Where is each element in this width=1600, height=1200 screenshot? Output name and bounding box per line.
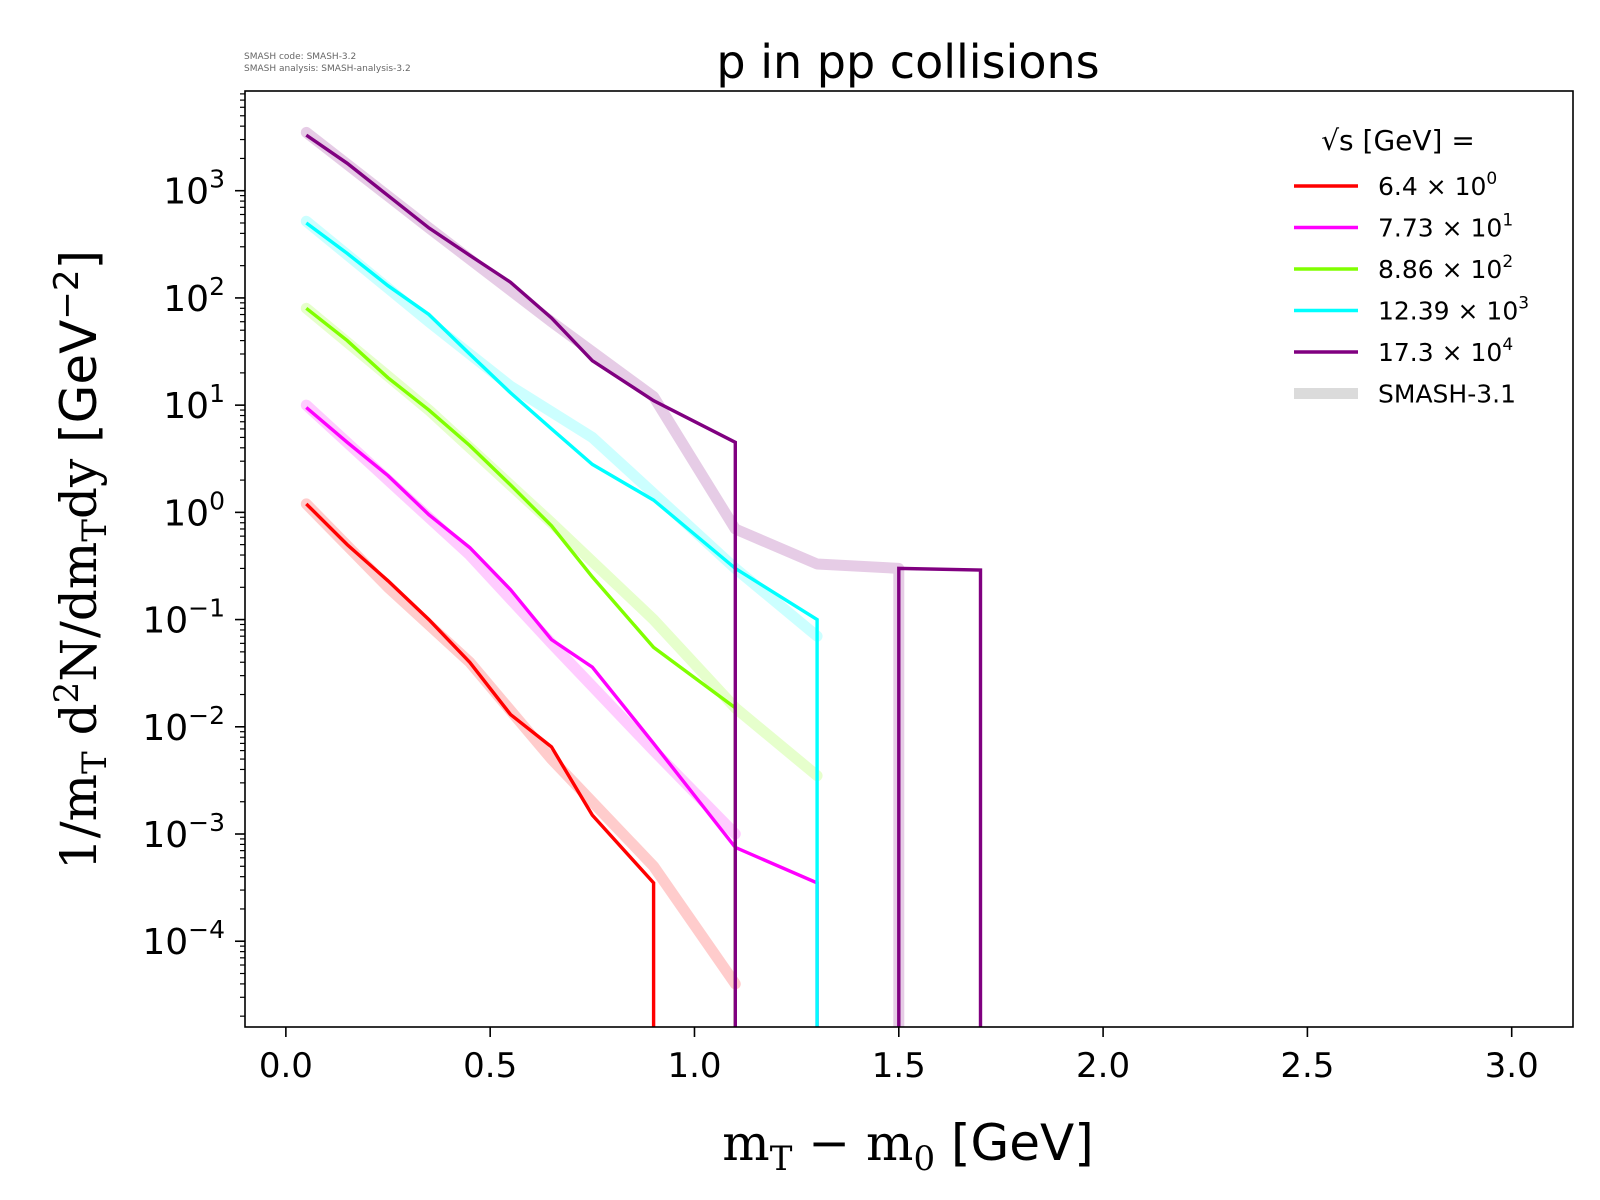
plot-frame: [244, 90, 1574, 1028]
legend-label: 6.4 × 100: [1378, 169, 1497, 201]
x-tick-label: 3.0: [1485, 1046, 1539, 1086]
legend-label: 12.39 × 103: [1378, 294, 1529, 326]
y-tick-label: 10−2: [142, 701, 225, 749]
smash-analysis-note: SMASH analysis: SMASH-analysis-3.2: [244, 64, 411, 74]
reference-line: [300, 126, 905, 1027]
x-tick-label: 2.5: [1280, 1046, 1334, 1086]
y-tick-label: 10−1: [142, 594, 225, 642]
series-line: [305, 306, 737, 1027]
x-axis: 0.0 0.5 1.0 1.5 2.0 2.5 3.0: [259, 1027, 1539, 1086]
x-tick-label: 1.5: [872, 1046, 926, 1086]
reference-line: [300, 498, 741, 990]
series-line: [305, 133, 983, 1027]
legend-label: 8.86 × 102: [1378, 252, 1513, 284]
series-curves: [305, 133, 983, 1027]
legend-label: 17.3 × 104: [1378, 335, 1513, 367]
legend-label: 7.73 × 101: [1378, 211, 1513, 243]
x-tick-label: 2.0: [1076, 1046, 1130, 1086]
legend-label: SMASH-3.1: [1378, 380, 1516, 409]
smash-code-note: SMASH code: SMASH-3.2: [244, 52, 356, 62]
series-line: [305, 221, 819, 1027]
y-axis: 10−4 10−3 10−2 10−1 100 101 102 103: [142, 93, 245, 1017]
reference-curves: [300, 126, 905, 1027]
y-axis-label: 1/mT d2N/dmTdy [GeV−2]: [47, 250, 115, 870]
x-tick-label: 1.0: [667, 1046, 721, 1086]
y-tick-label: 101: [163, 379, 225, 427]
reference-line: [300, 399, 741, 840]
series-line: [305, 406, 819, 1027]
chart-title: p in pp collisions: [716, 35, 1099, 89]
y-tick-label: 100: [163, 486, 225, 534]
reference-line: [300, 302, 823, 782]
x-tick-label: 0.0: [259, 1046, 313, 1086]
y-tick-label: 102: [163, 272, 225, 320]
x-axis-label: mT − m0 [GeV]: [722, 1114, 1093, 1179]
series-line: [305, 502, 656, 1027]
y-tick-label: 10−3: [142, 808, 225, 856]
legend-title: √s [GeV] =: [1321, 124, 1475, 157]
y-tick-label: 103: [163, 165, 225, 213]
x-tick-label: 0.5: [463, 1046, 517, 1086]
y-tick-label: 10−4: [142, 915, 225, 963]
legend: √s [GeV] = 6.4 × 100 7.73 × 101 8.86 × 102 1…: [1294, 124, 1529, 409]
